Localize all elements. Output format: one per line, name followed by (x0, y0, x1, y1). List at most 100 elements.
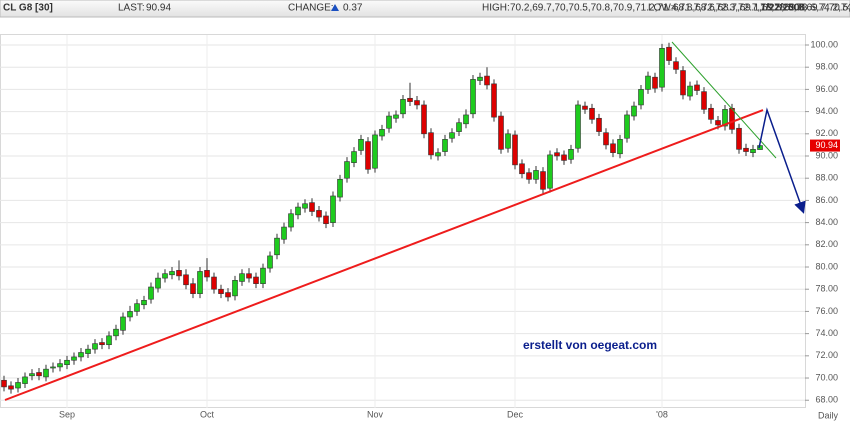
period-label: Daily (818, 410, 839, 420)
y-tick-label: 88.00 (815, 173, 838, 183)
candle-body (652, 76, 658, 89)
y-tick-label: 90.00 (815, 150, 838, 160)
candle-body (743, 147, 749, 152)
candle-body (323, 215, 329, 225)
change-caption: CHANGE: (288, 3, 334, 14)
candle-body (36, 372, 42, 377)
candle-body (568, 149, 574, 160)
candle-body (736, 127, 742, 150)
candle-body (267, 255, 273, 269)
candle-body (113, 328, 119, 337)
candle-body (715, 120, 721, 126)
last-value: 90.94 (146, 3, 171, 14)
candle-body (645, 75, 651, 90)
y-tick-label: 84.00 (815, 217, 838, 227)
date: 1/22/2008 (761, 3, 806, 14)
candle-body (22, 376, 28, 384)
candle-body (470, 79, 476, 115)
low-caption: LOW: (648, 3, 673, 14)
symbol: CL G8 [30] (3, 3, 53, 14)
candle-body (603, 132, 609, 146)
candle-body (29, 373, 35, 377)
candle-body (379, 129, 385, 137)
candle-body (456, 122, 462, 132)
candle-body (85, 348, 91, 354)
candle-body (218, 288, 224, 294)
candle-body (582, 105, 588, 110)
candle-body (596, 117, 602, 132)
y-tick-label: 82.00 (815, 239, 838, 249)
trend-line (4, 109, 764, 401)
candle-body (197, 271, 203, 294)
candle-body (540, 171, 546, 190)
candle-body (246, 273, 252, 279)
candle-body (57, 363, 63, 368)
candle-body (344, 161, 350, 179)
candle-body (400, 99, 406, 115)
candle-body (449, 132, 455, 139)
candle-body (617, 139, 623, 155)
y-tick-label: 96.00 (815, 84, 838, 94)
candle-body (547, 154, 553, 189)
candle-body (351, 151, 357, 163)
header-bar (0, 0, 850, 18)
candle-body (64, 359, 70, 366)
x-tick-label: Nov (367, 409, 384, 419)
candle-body (561, 154, 567, 161)
candle-body (512, 134, 518, 166)
candle-body (435, 152, 441, 157)
candle-body (722, 109, 728, 127)
candle-body (15, 382, 21, 389)
candle-body (302, 203, 308, 209)
annotation: erstellt von oegeat.com (523, 338, 657, 352)
candle-body (610, 143, 616, 153)
x-tick-label: Sep (59, 409, 75, 419)
candle-body (533, 170, 539, 180)
y-tick-label: 94.00 (815, 106, 838, 116)
candle-body (498, 115, 504, 150)
candle-body (71, 356, 77, 361)
candle-body (316, 210, 322, 218)
low-value: 68.8,68.6,68.7,69.1,69.8,69.8,69.7,70.5,… (673, 3, 850, 14)
candle-body (589, 107, 595, 120)
change-value: 0.37 (343, 3, 363, 14)
y-tick-label: 100.00 (810, 39, 838, 49)
x-tick-label: Oct (200, 409, 215, 419)
y-tick-label: 72.00 (815, 350, 838, 360)
candle-body (442, 139, 448, 152)
candle-body (288, 213, 294, 228)
candle-body (659, 48, 665, 88)
candle-body (169, 271, 175, 276)
y-tick-label: 98.00 (815, 62, 838, 72)
forecast-arrow (758, 107, 806, 214)
candle-body (491, 83, 497, 118)
candle-body (141, 300, 147, 306)
candle-body (134, 303, 140, 312)
candle-body (666, 46, 672, 61)
candle-body (78, 352, 84, 358)
candle-body (701, 91, 707, 110)
candle-body (239, 273, 245, 282)
candle-body (225, 292, 231, 298)
high-caption: HIGH: (482, 3, 510, 14)
candle-body (162, 273, 168, 279)
last-price-flag (810, 139, 840, 152)
up-arrow-icon (331, 4, 339, 11)
candle-body (204, 270, 210, 278)
candle-body (106, 335, 112, 346)
candle-body (1, 379, 7, 388)
y-tick-label: 86.00 (815, 195, 838, 205)
candle-body (365, 141, 371, 170)
y-tick-label: 78.00 (815, 284, 838, 294)
high-value: 70.2,69.7,70,70.5,70.8,70.9,71.2,71.4,71… (510, 3, 850, 14)
candle-body (281, 226, 287, 240)
candle-body (463, 114, 469, 125)
candle-body (253, 276, 259, 284)
y-tick-label: 70.00 (815, 372, 838, 382)
candle-body (309, 202, 315, 212)
candle-body (687, 85, 693, 97)
candle-body (99, 342, 105, 346)
resistance-line (671, 41, 777, 159)
candle-body (232, 280, 238, 297)
